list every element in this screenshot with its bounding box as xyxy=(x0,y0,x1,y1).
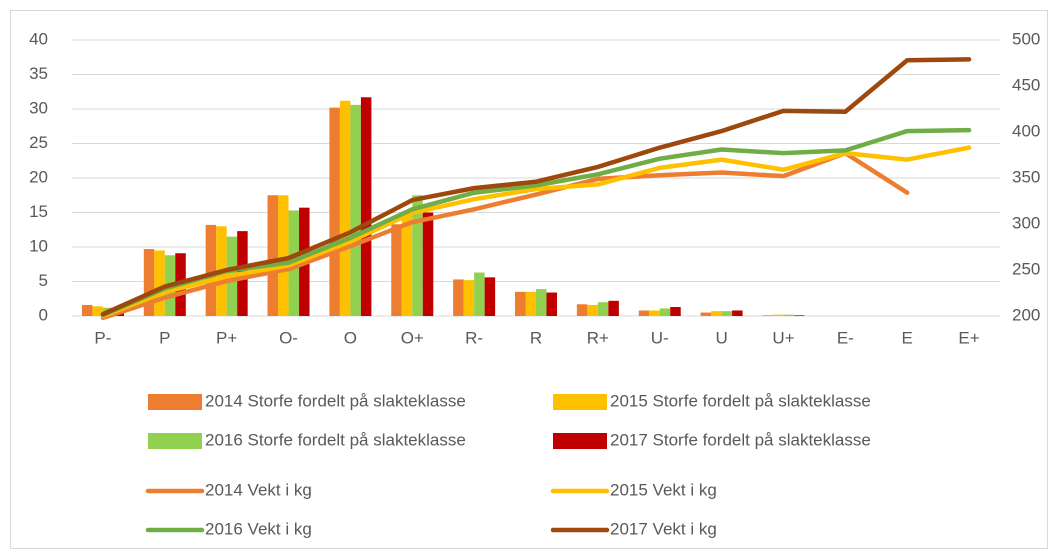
x-tick-label: O xyxy=(344,328,357,347)
legend-label: 2016 Vekt i kg xyxy=(205,519,312,538)
bar xyxy=(360,97,372,317)
x-tick-label: O- xyxy=(279,328,298,347)
bar xyxy=(597,302,609,316)
bar xyxy=(576,304,588,316)
legend-swatch xyxy=(148,433,202,449)
bar xyxy=(412,195,423,316)
bar xyxy=(350,104,361,316)
bar xyxy=(484,277,496,316)
bar xyxy=(92,306,103,316)
bar xyxy=(339,100,351,316)
bar xyxy=(732,310,743,316)
bar xyxy=(700,312,712,316)
bar xyxy=(525,291,536,316)
bar xyxy=(772,314,784,316)
bar xyxy=(711,311,722,316)
bar xyxy=(638,310,650,316)
bar xyxy=(536,289,547,316)
bar xyxy=(587,304,598,316)
bar xyxy=(81,304,93,316)
x-tick-label: P+ xyxy=(216,328,237,347)
bar xyxy=(278,195,289,316)
bar xyxy=(422,212,434,316)
y2-tick-label: 400 xyxy=(1012,121,1040,140)
bar xyxy=(267,195,279,316)
bar xyxy=(143,249,155,316)
y2-tick-label: 450 xyxy=(1012,75,1040,94)
legend-swatch xyxy=(553,394,607,410)
bar xyxy=(515,291,526,316)
x-tick-label: E xyxy=(902,328,913,347)
bar xyxy=(608,300,619,316)
legend-label: 2016 Storfe fordelt på slakteklasse xyxy=(205,430,466,449)
y-tick-label: 0 xyxy=(39,305,48,324)
x-tick-label: U- xyxy=(651,328,669,347)
x-tick-label: P- xyxy=(94,328,111,347)
y-tick-label: 25 xyxy=(29,133,48,152)
bar xyxy=(783,314,794,316)
line xyxy=(100,57,972,317)
legend-label: 2017 Storfe fordelt på slakteklasse xyxy=(610,430,871,449)
legend-swatch xyxy=(148,394,202,410)
bar xyxy=(670,307,681,316)
bar xyxy=(793,315,805,316)
y-tick-label: 20 xyxy=(29,167,48,186)
y2-tick-label: 300 xyxy=(1012,213,1040,232)
y2-tick-label: 350 xyxy=(1012,167,1040,186)
legend-label: 2015 Vekt i kg xyxy=(610,480,717,499)
line xyxy=(100,145,972,319)
line xyxy=(100,150,910,321)
bar xyxy=(474,272,485,316)
x-tick-label: U+ xyxy=(772,328,794,347)
y-tick-label: 35 xyxy=(29,64,48,83)
x-tick-label: R- xyxy=(465,328,483,347)
x-tick-label: P xyxy=(159,328,170,347)
y-tick-label: 15 xyxy=(29,202,48,221)
legend-label: 2014 Storfe fordelt på slakteklasse xyxy=(205,391,466,410)
bar xyxy=(546,292,557,316)
bar xyxy=(391,224,402,316)
legend-label: 2014 Vekt i kg xyxy=(205,480,312,499)
y-tick-label: 5 xyxy=(39,271,48,290)
legend-label: 2015 Storfe fordelt på slakteklasse xyxy=(610,391,871,410)
y-tick-label: 30 xyxy=(29,98,48,117)
bar xyxy=(762,315,773,316)
bar xyxy=(205,224,217,316)
legend-swatch xyxy=(553,433,607,449)
x-tick-label: O+ xyxy=(401,328,424,347)
x-tick-label: E+ xyxy=(958,328,979,347)
y2-tick-label: 200 xyxy=(1012,305,1040,324)
y2-tick-label: 500 xyxy=(1012,29,1040,48)
bar xyxy=(453,279,464,316)
x-tick-label: E- xyxy=(837,328,854,347)
y-tick-label: 10 xyxy=(29,236,48,255)
x-tick-label: R xyxy=(530,328,542,347)
bar xyxy=(721,311,733,316)
bar xyxy=(463,280,475,316)
legend-label: 2017 Vekt i kg xyxy=(610,519,717,538)
x-tick-label: U xyxy=(715,328,727,347)
y2-tick-label: 250 xyxy=(1012,259,1040,278)
x-tick-label: R+ xyxy=(587,328,609,347)
bar xyxy=(659,308,671,316)
bar xyxy=(154,250,165,316)
bar xyxy=(401,212,413,316)
y-tick-label: 40 xyxy=(29,29,48,48)
bar xyxy=(649,310,660,316)
bar xyxy=(329,107,340,317)
